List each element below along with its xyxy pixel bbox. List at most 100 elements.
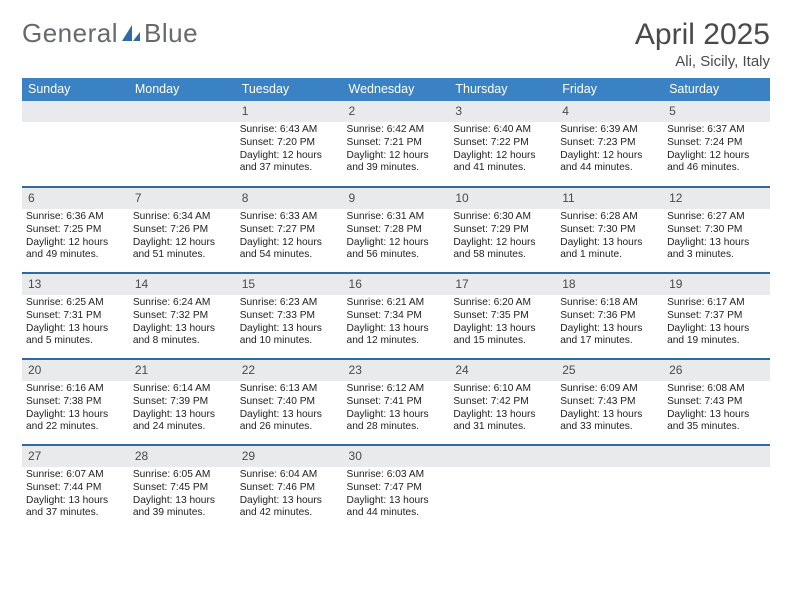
day-detail: Sunrise: 6:24 AMSunset: 7:32 PMDaylight:…	[129, 295, 236, 350]
day-header: Thursday	[449, 78, 556, 101]
day-detail: Sunrise: 6:33 AMSunset: 7:27 PMDaylight:…	[236, 209, 343, 264]
day-detail: Sunrise: 6:04 AMSunset: 7:46 PMDaylight:…	[236, 467, 343, 522]
day-detail: Sunrise: 6:14 AMSunset: 7:39 PMDaylight:…	[129, 381, 236, 436]
calendar-day-cell: 2Sunrise: 6:42 AMSunset: 7:21 PMDaylight…	[343, 101, 450, 187]
day-detail: Sunrise: 6:23 AMSunset: 7:33 PMDaylight:…	[236, 295, 343, 350]
day-detail: Sunrise: 6:12 AMSunset: 7:41 PMDaylight:…	[343, 381, 450, 436]
day-header: Wednesday	[343, 78, 450, 101]
header: General Blue April 2025 Ali, Sicily, Ita…	[22, 18, 770, 70]
calendar-day-cell: 29Sunrise: 6:04 AMSunset: 7:46 PMDayligh…	[236, 445, 343, 531]
day-number: 1	[236, 101, 343, 122]
calendar-day-cell: 1Sunrise: 6:43 AMSunset: 7:20 PMDaylight…	[236, 101, 343, 187]
calendar-week-row: 1Sunrise: 6:43 AMSunset: 7:20 PMDaylight…	[22, 101, 770, 187]
calendar-day-cell: 4Sunrise: 6:39 AMSunset: 7:23 PMDaylight…	[556, 101, 663, 187]
day-number: 18	[556, 274, 663, 295]
day-number	[556, 446, 663, 467]
day-number	[129, 101, 236, 122]
day-detail: Sunrise: 6:08 AMSunset: 7:43 PMDaylight:…	[663, 381, 770, 436]
calendar-day-cell: 22Sunrise: 6:13 AMSunset: 7:40 PMDayligh…	[236, 359, 343, 445]
calendar-day-cell: 25Sunrise: 6:09 AMSunset: 7:43 PMDayligh…	[556, 359, 663, 445]
day-detail: Sunrise: 6:34 AMSunset: 7:26 PMDaylight:…	[129, 209, 236, 264]
calendar-day-cell: 13Sunrise: 6:25 AMSunset: 7:31 PMDayligh…	[22, 273, 129, 359]
day-detail: Sunrise: 6:16 AMSunset: 7:38 PMDaylight:…	[22, 381, 129, 436]
day-number: 5	[663, 101, 770, 122]
day-number: 10	[449, 188, 556, 209]
day-number: 9	[343, 188, 450, 209]
day-number: 6	[22, 188, 129, 209]
day-detail: Sunrise: 6:39 AMSunset: 7:23 PMDaylight:…	[556, 122, 663, 177]
day-header: Saturday	[663, 78, 770, 101]
day-detail: Sunrise: 6:36 AMSunset: 7:25 PMDaylight:…	[22, 209, 129, 264]
day-number: 28	[129, 446, 236, 467]
calendar-week-row: 20Sunrise: 6:16 AMSunset: 7:38 PMDayligh…	[22, 359, 770, 445]
calendar-week-row: 27Sunrise: 6:07 AMSunset: 7:44 PMDayligh…	[22, 445, 770, 531]
calendar-day-cell: 3Sunrise: 6:40 AMSunset: 7:22 PMDaylight…	[449, 101, 556, 187]
calendar-day-cell	[663, 445, 770, 531]
brand-sail-icon	[120, 23, 142, 45]
day-detail: Sunrise: 6:43 AMSunset: 7:20 PMDaylight:…	[236, 122, 343, 177]
day-detail: Sunrise: 6:05 AMSunset: 7:45 PMDaylight:…	[129, 467, 236, 522]
day-number: 12	[663, 188, 770, 209]
page-title: April 2025	[635, 18, 770, 51]
day-number: 11	[556, 188, 663, 209]
day-number: 7	[129, 188, 236, 209]
day-detail: Sunrise: 6:27 AMSunset: 7:30 PMDaylight:…	[663, 209, 770, 264]
day-number	[22, 101, 129, 122]
day-number: 30	[343, 446, 450, 467]
day-detail: Sunrise: 6:21 AMSunset: 7:34 PMDaylight:…	[343, 295, 450, 350]
brand-text-general: General	[22, 18, 118, 49]
day-number: 2	[343, 101, 450, 122]
calendar-day-cell: 17Sunrise: 6:20 AMSunset: 7:35 PMDayligh…	[449, 273, 556, 359]
day-number: 13	[22, 274, 129, 295]
calendar-day-cell: 5Sunrise: 6:37 AMSunset: 7:24 PMDaylight…	[663, 101, 770, 187]
day-detail: Sunrise: 6:30 AMSunset: 7:29 PMDaylight:…	[449, 209, 556, 264]
day-number: 25	[556, 360, 663, 381]
location-label: Ali, Sicily, Italy	[635, 53, 770, 70]
calendar-day-cell: 12Sunrise: 6:27 AMSunset: 7:30 PMDayligh…	[663, 187, 770, 273]
calendar-day-cell	[449, 445, 556, 531]
day-number: 29	[236, 446, 343, 467]
calendar-day-cell	[22, 101, 129, 187]
day-detail: Sunrise: 6:03 AMSunset: 7:47 PMDaylight:…	[343, 467, 450, 522]
day-detail: Sunrise: 6:10 AMSunset: 7:42 PMDaylight:…	[449, 381, 556, 436]
day-number: 3	[449, 101, 556, 122]
day-number: 22	[236, 360, 343, 381]
day-number: 4	[556, 101, 663, 122]
day-detail: Sunrise: 6:20 AMSunset: 7:35 PMDaylight:…	[449, 295, 556, 350]
calendar-day-cell: 23Sunrise: 6:12 AMSunset: 7:41 PMDayligh…	[343, 359, 450, 445]
day-detail: Sunrise: 6:17 AMSunset: 7:37 PMDaylight:…	[663, 295, 770, 350]
calendar-day-cell: 11Sunrise: 6:28 AMSunset: 7:30 PMDayligh…	[556, 187, 663, 273]
calendar-day-cell: 9Sunrise: 6:31 AMSunset: 7:28 PMDaylight…	[343, 187, 450, 273]
calendar-table: SundayMondayTuesdayWednesdayThursdayFrid…	[22, 78, 770, 531]
day-number: 27	[22, 446, 129, 467]
day-detail: Sunrise: 6:40 AMSunset: 7:22 PMDaylight:…	[449, 122, 556, 177]
calendar-day-cell: 18Sunrise: 6:18 AMSunset: 7:36 PMDayligh…	[556, 273, 663, 359]
calendar-week-row: 6Sunrise: 6:36 AMSunset: 7:25 PMDaylight…	[22, 187, 770, 273]
day-detail: Sunrise: 6:09 AMSunset: 7:43 PMDaylight:…	[556, 381, 663, 436]
calendar-day-cell: 7Sunrise: 6:34 AMSunset: 7:26 PMDaylight…	[129, 187, 236, 273]
calendar-day-cell: 16Sunrise: 6:21 AMSunset: 7:34 PMDayligh…	[343, 273, 450, 359]
calendar-day-cell: 14Sunrise: 6:24 AMSunset: 7:32 PMDayligh…	[129, 273, 236, 359]
day-detail: Sunrise: 6:31 AMSunset: 7:28 PMDaylight:…	[343, 209, 450, 264]
calendar-day-cell: 10Sunrise: 6:30 AMSunset: 7:29 PMDayligh…	[449, 187, 556, 273]
calendar-day-cell: 20Sunrise: 6:16 AMSunset: 7:38 PMDayligh…	[22, 359, 129, 445]
calendar-day-cell: 26Sunrise: 6:08 AMSunset: 7:43 PMDayligh…	[663, 359, 770, 445]
day-detail: Sunrise: 6:13 AMSunset: 7:40 PMDaylight:…	[236, 381, 343, 436]
day-detail: Sunrise: 6:18 AMSunset: 7:36 PMDaylight:…	[556, 295, 663, 350]
day-header: Friday	[556, 78, 663, 101]
calendar-day-cell: 30Sunrise: 6:03 AMSunset: 7:47 PMDayligh…	[343, 445, 450, 531]
calendar-day-cell: 8Sunrise: 6:33 AMSunset: 7:27 PMDaylight…	[236, 187, 343, 273]
calendar-day-cell: 27Sunrise: 6:07 AMSunset: 7:44 PMDayligh…	[22, 445, 129, 531]
day-detail: Sunrise: 6:25 AMSunset: 7:31 PMDaylight:…	[22, 295, 129, 350]
day-number: 16	[343, 274, 450, 295]
day-number: 24	[449, 360, 556, 381]
day-number: 14	[129, 274, 236, 295]
day-number: 8	[236, 188, 343, 209]
calendar-day-cell: 21Sunrise: 6:14 AMSunset: 7:39 PMDayligh…	[129, 359, 236, 445]
calendar-day-cell: 19Sunrise: 6:17 AMSunset: 7:37 PMDayligh…	[663, 273, 770, 359]
day-detail: Sunrise: 6:07 AMSunset: 7:44 PMDaylight:…	[22, 467, 129, 522]
day-number: 19	[663, 274, 770, 295]
calendar-day-cell: 6Sunrise: 6:36 AMSunset: 7:25 PMDaylight…	[22, 187, 129, 273]
day-header: Sunday	[22, 78, 129, 101]
calendar-week-row: 13Sunrise: 6:25 AMSunset: 7:31 PMDayligh…	[22, 273, 770, 359]
